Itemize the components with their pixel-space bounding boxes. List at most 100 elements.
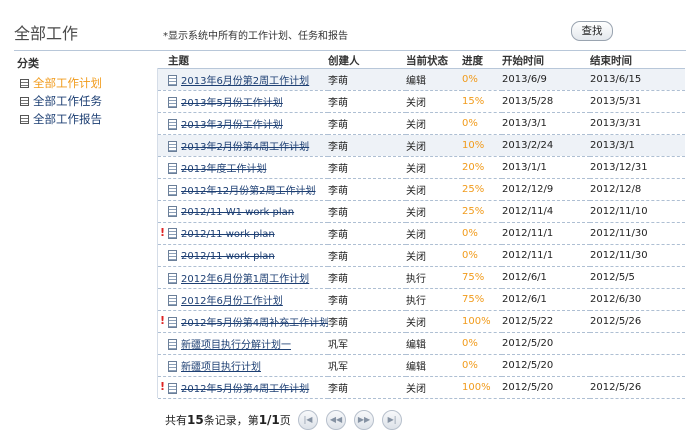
document-icon [168, 227, 177, 239]
end-time-cell: 2013/3/31 [590, 112, 685, 135]
last-page-button[interactable]: ▶| [382, 410, 402, 430]
progress-cell: 25% [462, 200, 502, 223]
start-time-cell: 2012/12/9 [502, 178, 590, 201]
table-row[interactable]: ! 2012年5月份第4周补充工作计划 李萌 关闭 100% 2012/5/22 2012/… [158, 310, 685, 333]
column-header-start-time[interactable]: 开始时间 [502, 53, 590, 69]
creator-cell: 李萌 [328, 222, 406, 245]
table-row[interactable]: 2012年6月份第1周工作计划 李萌 执行 75% 2012/6/1 2012/5/5 [158, 266, 685, 289]
start-time-cell: 2012/11/1 [502, 222, 590, 245]
category-label: 全部工作任务 [33, 94, 102, 108]
start-time-cell: 2013/6/9 [502, 68, 590, 91]
end-time-cell: 2013/12/31 [590, 156, 685, 179]
column-header-status[interactable]: 当前状态 [406, 53, 462, 69]
plan-subject-link[interactable]: 2012年12月份第2周工作计划 [181, 186, 316, 197]
status-cell: 关闭 [406, 310, 462, 333]
plan-subject-link[interactable]: 2013年3月份工作计划 [181, 120, 283, 131]
category-item[interactable]: 全部工作任务 [20, 92, 102, 110]
table-row[interactable]: 2013年度工作计划 李萌 关闭 20% 2013/1/1 2013/12/31 [158, 156, 685, 179]
plan-subject-link[interactable]: 2012/11 W1 work plan [181, 206, 295, 218]
table-row[interactable]: 新疆项目执行分解计划一 巩军 编辑 0% 2012/5/20 [158, 332, 685, 355]
progress-cell: 100% [462, 310, 502, 333]
subject-cell: 2013年6月份第2周工作计划 [158, 68, 328, 91]
plan-subject-link[interactable]: 新疆项目执行分解计划一 [181, 340, 291, 351]
status-cell: 关闭 [406, 134, 462, 157]
creator-cell: 李萌 [328, 178, 406, 201]
plan-subject-link[interactable]: 2012/11 work plan [181, 250, 275, 262]
end-time-cell: 2012/12/8 [590, 178, 685, 201]
plan-subject-link[interactable]: 2012年6月份第1周工作计划 [181, 274, 310, 285]
prev-page-button[interactable]: ◀◀ [326, 410, 346, 430]
plan-subject-link[interactable]: 2012年5月份第4周补充工作计划 [181, 318, 328, 329]
table-row[interactable]: 2012年6月份工作计划 李萌 执行 75% 2012/6/1 2012/6/30 [158, 288, 685, 311]
column-header-subject[interactable]: 主题 [158, 53, 328, 69]
start-time-cell: 2013/3/1 [502, 112, 590, 135]
subject-cell: 2013年5月份工作计划 [158, 90, 328, 113]
plan-subject-link[interactable]: 2012/11 work plan [181, 228, 275, 240]
table-row[interactable]: 新疆项目执行计划 巩军 编辑 0% 2012/5/20 [158, 354, 685, 377]
progress-cell: 0% [462, 244, 502, 267]
progress-cell: 20% [462, 156, 502, 179]
plan-subject-link[interactable]: 2013年2月份第4周工作计划 [181, 142, 310, 153]
document-icon [168, 205, 177, 217]
creator-cell: 李萌 [328, 156, 406, 179]
start-time-cell: 2013/5/28 [502, 90, 590, 113]
list-icon [20, 78, 29, 88]
progress-cell: 0% [462, 354, 502, 377]
header-divider [14, 50, 686, 51]
status-cell: 编辑 [406, 332, 462, 355]
table-row[interactable]: ! 2012年5月份第4周工作计划 李萌 关闭 100% 2012/5/20 2012/5/… [158, 376, 685, 399]
subject-cell: ! 2012年5月份第4周补充工作计划 [158, 310, 328, 333]
document-icon [168, 249, 177, 261]
document-icon [168, 75, 177, 86]
table-row[interactable]: 2013年6月份第2周工作计划 李萌 编辑 0% 2013/6/9 2013/6/15 [158, 68, 685, 91]
start-time-cell: 2013/1/1 [502, 156, 590, 179]
priority-flag-icon: ! [160, 226, 166, 239]
category-item[interactable]: 全部工作计划 [20, 74, 102, 92]
end-time-cell: 2012/11/30 [590, 222, 685, 245]
plan-subject-link[interactable]: 2013年度工作计划 [181, 164, 267, 175]
progress-cell: 10% [462, 134, 502, 157]
plan-subject-link[interactable]: 新疆项目执行计划 [181, 362, 261, 373]
table-row[interactable]: 2013年5月份工作计划 李萌 关闭 15% 2013/5/28 2013/5/31 [158, 90, 685, 113]
document-icon [168, 185, 177, 196]
end-time-cell: 2013/5/31 [590, 90, 685, 113]
table-row[interactable]: 2012/11 W1 work plan 李萌 关闭 25% 2012/11/4 2012… [158, 200, 685, 223]
plan-subject-link[interactable]: 2013年6月份第2周工作计划 [181, 76, 310, 87]
progress-cell: 0% [462, 222, 502, 245]
search-button[interactable]: 查找 [571, 21, 613, 41]
column-header-progress[interactable]: 进度 [462, 53, 502, 69]
plan-subject-link[interactable]: 2012年6月份工作计划 [181, 296, 283, 307]
end-time-cell: 2013/3/1 [590, 134, 685, 157]
pager-middle: 条记录，第 [203, 414, 259, 427]
status-cell: 关闭 [406, 112, 462, 135]
plan-subject-link[interactable]: 2013年5月份工作计划 [181, 98, 283, 109]
progress-cell: 75% [462, 288, 502, 311]
status-cell: 关闭 [406, 244, 462, 267]
table-row[interactable]: ! 2012/11 work plan 李萌 关闭 0% 2012/11/1 2012/11… [158, 222, 685, 245]
start-time-cell: 2012/5/20 [502, 354, 590, 377]
first-page-button[interactable]: |◀ [298, 410, 318, 430]
start-time-cell: 2012/11/1 [502, 244, 590, 267]
end-time-cell [590, 354, 685, 377]
start-time-cell: 2013/2/24 [502, 134, 590, 157]
list-icon [20, 114, 29, 124]
pagination-summary: 共有15条记录，第1/1页 [165, 412, 291, 428]
document-icon [168, 383, 177, 394]
table-row[interactable]: 2013年3月份工作计划 李萌 关闭 0% 2013/3/1 2013/3/31 [158, 112, 685, 135]
creator-cell: 李萌 [328, 134, 406, 157]
table-row[interactable]: 2013年2月份第4周工作计划 李萌 关闭 10% 2013/2/24 2013/3/1 [158, 134, 685, 157]
start-time-cell: 2012/6/1 [502, 288, 590, 311]
column-header-creator[interactable]: 创建人 [328, 53, 406, 69]
table-header-row: 主题 创建人 当前状态 进度 开始时间 结束时间 [158, 53, 685, 69]
sidebar-divider [157, 68, 158, 398]
start-time-cell: 2012/5/20 [502, 376, 590, 399]
plan-subject-link[interactable]: 2012年5月份第4周工作计划 [181, 384, 310, 395]
table-row[interactable]: 2012/11 work plan 李萌 关闭 0% 2012/11/1 2012/11/… [158, 244, 685, 267]
status-cell: 关闭 [406, 376, 462, 399]
progress-cell: 75% [462, 266, 502, 289]
category-item[interactable]: 全部工作报告 [20, 110, 102, 128]
column-header-end-time[interactable]: 结束时间 [590, 53, 685, 69]
next-page-button[interactable]: ▶▶ [354, 410, 374, 430]
start-time-cell: 2012/11/4 [502, 200, 590, 223]
table-row[interactable]: 2012年12月份第2周工作计划 李萌 关闭 25% 2012/12/9 2012/12/… [158, 178, 685, 201]
